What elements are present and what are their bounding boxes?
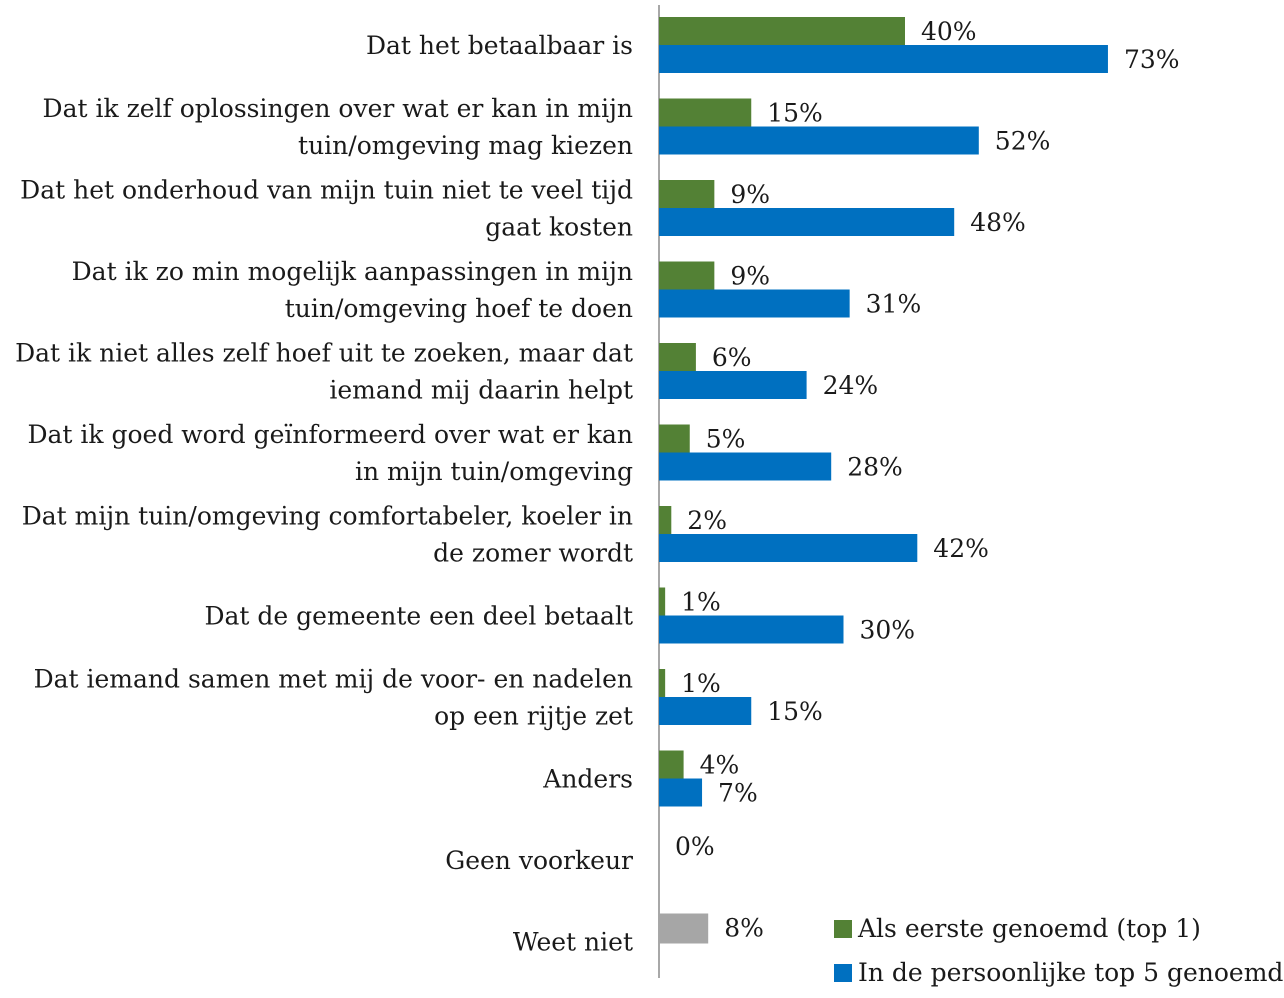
category-label: Dat het betaalbaar is bbox=[366, 31, 633, 60]
bar-top1 bbox=[659, 424, 690, 453]
legend-swatch bbox=[834, 920, 852, 938]
category-label: gaat kosten bbox=[485, 213, 633, 242]
value-label: 40% bbox=[921, 17, 977, 46]
legend-label: In de persoonlijke top 5 genoemd bbox=[858, 958, 1283, 987]
bar-top1 bbox=[659, 98, 752, 127]
category-label: Weet niet bbox=[513, 928, 633, 957]
category-label: Anders bbox=[542, 765, 633, 794]
category-label: de zomer wordt bbox=[433, 539, 633, 568]
bar-top5 bbox=[659, 45, 1108, 73]
category-label: in mijn tuin/omgeving bbox=[355, 457, 633, 486]
value-label: 1% bbox=[681, 669, 721, 698]
value-label: 31% bbox=[866, 290, 922, 319]
category-label: Dat ik niet alles zelf hoef uit te zoeke… bbox=[15, 339, 633, 368]
category-label: op een rijtje zet bbox=[434, 702, 633, 731]
value-label: 2% bbox=[687, 506, 727, 535]
bar-top5 bbox=[659, 452, 832, 481]
value-label: 6% bbox=[712, 343, 752, 372]
bar-top1 bbox=[659, 261, 715, 290]
value-label: 9% bbox=[730, 180, 770, 209]
value-label: 42% bbox=[933, 534, 989, 563]
value-label: 9% bbox=[730, 262, 770, 291]
category-label: Dat de gemeente een deel betaalt bbox=[204, 602, 633, 631]
value-label: 7% bbox=[718, 779, 758, 808]
bar-top1 bbox=[659, 750, 684, 779]
value-label: 24% bbox=[823, 371, 879, 400]
value-label: 8% bbox=[724, 914, 764, 943]
bar-top5 bbox=[659, 289, 850, 318]
category-label: Geen voorkeur bbox=[445, 846, 633, 875]
category-label: iemand mij daarin helpt bbox=[329, 376, 633, 405]
bar-top1 bbox=[659, 587, 666, 616]
category-label: Dat ik zelf oplossingen over wat er kan … bbox=[43, 94, 633, 123]
bar-single bbox=[659, 913, 709, 944]
legend-label: Als eerste genoemd (top 1) bbox=[857, 914, 1201, 943]
value-label: 4% bbox=[700, 751, 740, 780]
bar-top1 bbox=[659, 669, 666, 697]
category-label: Dat ik goed word geïnformeerd over wat e… bbox=[27, 420, 633, 449]
bar-top5 bbox=[659, 534, 918, 562]
bar-top5 bbox=[659, 778, 703, 807]
value-label: 73% bbox=[1124, 45, 1180, 74]
bar-top1 bbox=[659, 506, 672, 534]
bar-top5 bbox=[659, 126, 979, 155]
bar-top5 bbox=[659, 615, 844, 644]
value-label: 0% bbox=[675, 832, 715, 861]
category-label: Dat het onderhoud van mijn tuin niet te … bbox=[20, 176, 633, 205]
category-label: Dat mijn tuin/omgeving comfortabeler, ko… bbox=[22, 502, 633, 531]
category-label: tuin/omgeving mag kiezen bbox=[298, 131, 633, 160]
bar-top5 bbox=[659, 697, 752, 725]
legend-swatch bbox=[834, 964, 852, 982]
value-label: 30% bbox=[860, 616, 916, 645]
bar-top5 bbox=[659, 371, 807, 399]
value-label: 15% bbox=[767, 99, 823, 128]
bar-top5 bbox=[659, 208, 955, 236]
category-label: Dat iemand samen met mij de voor- en nad… bbox=[34, 665, 633, 694]
value-label: 15% bbox=[767, 697, 823, 726]
category-label: Dat ik zo min mogelijk aanpassingen in m… bbox=[72, 257, 633, 286]
value-label: 5% bbox=[706, 425, 746, 454]
bar-top1 bbox=[659, 180, 715, 208]
bar-top1 bbox=[659, 343, 696, 371]
value-label: 48% bbox=[970, 208, 1026, 237]
value-label: 1% bbox=[681, 588, 721, 617]
value-label: 28% bbox=[847, 453, 903, 482]
value-label: 52% bbox=[995, 127, 1051, 156]
category-label: tuin/omgeving hoef te doen bbox=[285, 294, 633, 323]
bar-top1 bbox=[659, 17, 905, 45]
